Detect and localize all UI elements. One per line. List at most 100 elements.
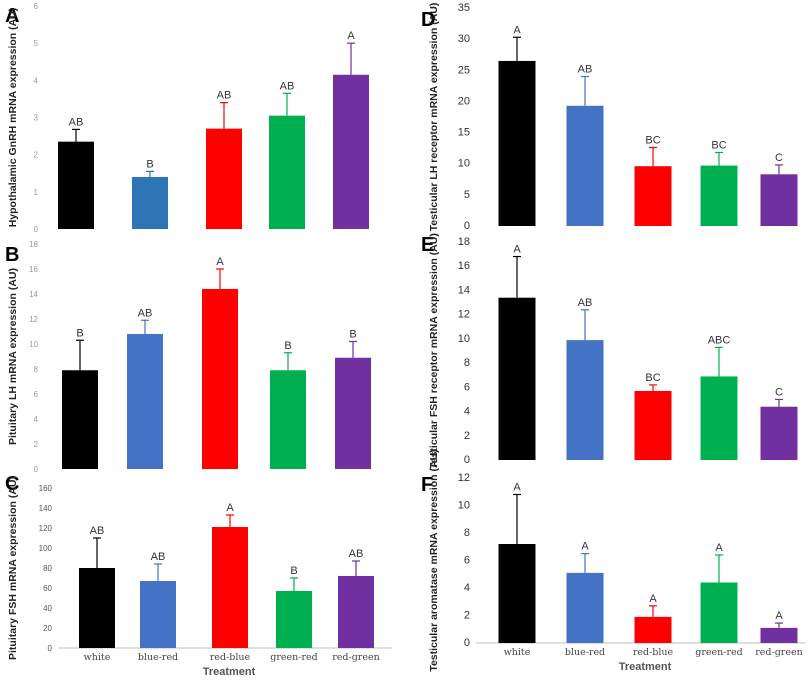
- y-tick-label: 18: [458, 236, 470, 248]
- y-axis-label: Hypothalamic GnRH mRNA expression (AU): [7, 8, 19, 228]
- y-tick-label: 60: [43, 584, 52, 593]
- significance-label: A: [775, 610, 783, 622]
- y-tick-label: 12: [29, 315, 38, 324]
- bar-red-blue: [634, 390, 672, 460]
- bar-white: [498, 544, 536, 643]
- y-axis-label: Pituitary LH mRNA expression (AU): [7, 268, 19, 445]
- y-tick-label: 0: [34, 225, 39, 234]
- significance-label: A: [715, 542, 723, 554]
- category-label: red-blue: [633, 647, 674, 658]
- y-tick-label: 2: [34, 440, 39, 449]
- y-tick-label: 35: [458, 2, 470, 14]
- category-label: green-red: [695, 647, 742, 658]
- y-tick-label: 14: [458, 284, 470, 296]
- y-tick-label: 16: [458, 260, 470, 272]
- panel-letter: E: [421, 234, 434, 256]
- category-label: white: [504, 647, 531, 658]
- significance-label: A: [226, 502, 234, 514]
- significance-label: AB: [69, 116, 84, 128]
- significance-label: A: [581, 541, 589, 553]
- y-tick-label: 14: [29, 290, 38, 299]
- y-axis-label: Testicular aromatase mRNA expression (AU…: [428, 449, 440, 671]
- y-tick-label: 0: [34, 465, 39, 474]
- y-tick-label: 4: [34, 415, 39, 424]
- y-tick-label: 8: [34, 365, 39, 374]
- y-tick-label: 12: [458, 472, 470, 484]
- significance-label: C: [775, 386, 783, 398]
- panel-letter: F: [421, 474, 433, 496]
- panel-letter: A: [5, 5, 19, 27]
- category-label: white: [84, 652, 111, 663]
- bar-blue-red: [127, 334, 163, 469]
- significance-label: AB: [217, 90, 232, 102]
- bar-red-blue: [634, 166, 672, 226]
- y-tick-label: 8: [464, 357, 470, 369]
- y-tick-label: 6: [464, 381, 470, 393]
- bar-blue-red: [566, 340, 604, 460]
- y-tick-label: 12: [458, 309, 470, 321]
- bar-green-red: [269, 115, 305, 229]
- category-label: blue-red: [138, 652, 178, 663]
- panel-letter: C: [5, 473, 19, 495]
- bar-green-red: [700, 376, 738, 460]
- bar-blue-red: [140, 581, 176, 648]
- y-tick-label: 100: [39, 544, 53, 553]
- y-tick-label: 0: [48, 644, 53, 653]
- y-axis-label: Testicular LH receptor mRNA expression (…: [428, 3, 440, 232]
- x-axis-title: Treatment: [619, 661, 672, 673]
- bar-green-red: [700, 582, 738, 643]
- panel-letter: D: [421, 9, 435, 31]
- significance-label: B: [76, 327, 83, 339]
- x-axis-title: Treatment: [203, 666, 256, 678]
- y-tick-label: 40: [43, 604, 52, 613]
- significance-label: AB: [90, 525, 105, 537]
- chart-panel-b: B 0 2 4 6 8 10 12 14 16 18 Pituitary LH mRNA expres…: [5, 240, 371, 474]
- y-tick-label: 16: [29, 265, 38, 274]
- significance-label: A: [649, 593, 657, 605]
- significance-label: BC: [711, 140, 726, 152]
- y-tick-label: 15: [458, 127, 470, 139]
- y-tick-label: 0: [464, 454, 470, 466]
- y-tick-label: 0: [464, 220, 470, 232]
- y-tick-label: 80: [43, 564, 52, 573]
- y-tick-label: 4: [464, 582, 470, 594]
- bar-red-green: [338, 576, 374, 648]
- y-tick-label: 25: [458, 64, 470, 76]
- category-label: blue-red: [565, 647, 605, 658]
- category-label: green-red: [270, 652, 317, 663]
- significance-label: AB: [280, 80, 295, 92]
- y-tick-label: 4: [34, 76, 39, 85]
- bar-green-red: [276, 591, 312, 648]
- bar-red-blue: [634, 616, 672, 643]
- bar-white: [498, 297, 536, 460]
- y-tick-label: 140: [39, 504, 53, 513]
- bar-red-blue: [212, 527, 248, 648]
- significance-label: A: [513, 244, 521, 256]
- y-axis-label: Pituitary FSH mRNA expression (AU): [7, 476, 19, 660]
- y-tick-label: 5: [464, 189, 470, 201]
- significance-label: C: [775, 152, 783, 164]
- significance-label: ABC: [708, 334, 731, 346]
- bar-white: [79, 568, 115, 648]
- chart-panel-e: E 0 2 4 6 8 10 12 14 16 18 Testicular FSH receptor …: [421, 233, 798, 469]
- y-tick-label: 8: [464, 527, 470, 539]
- y-tick-label: 10: [29, 340, 38, 349]
- y-tick-label: 6: [464, 555, 470, 567]
- y-tick-label: 30: [458, 33, 470, 45]
- significance-label: A: [513, 482, 521, 494]
- y-tick-label: 18: [29, 240, 38, 249]
- significance-label: B: [146, 158, 153, 170]
- y-tick-label: 10: [458, 333, 470, 345]
- bar-blue-red: [566, 105, 604, 226]
- bar-red-green: [333, 74, 369, 229]
- bar-green-red: [270, 370, 306, 469]
- significance-label: B: [284, 340, 291, 352]
- chart-panel-a: A 0 1 2 3 4 5 6 Hypothalamic GnRH mRNA expressio…: [5, 2, 369, 234]
- bar-red-green: [760, 627, 798, 643]
- y-tick-label: 4: [464, 406, 470, 418]
- y-tick-label: 0: [464, 637, 470, 649]
- y-tick-label: 20: [458, 95, 470, 107]
- y-tick-label: 2: [34, 151, 39, 160]
- significance-label: AB: [578, 297, 593, 309]
